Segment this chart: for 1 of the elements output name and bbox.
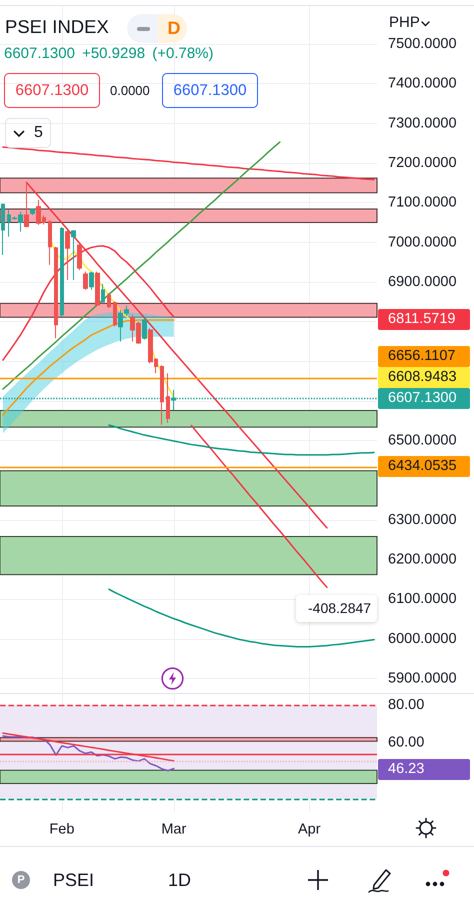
candlestick: [1, 202, 5, 256]
